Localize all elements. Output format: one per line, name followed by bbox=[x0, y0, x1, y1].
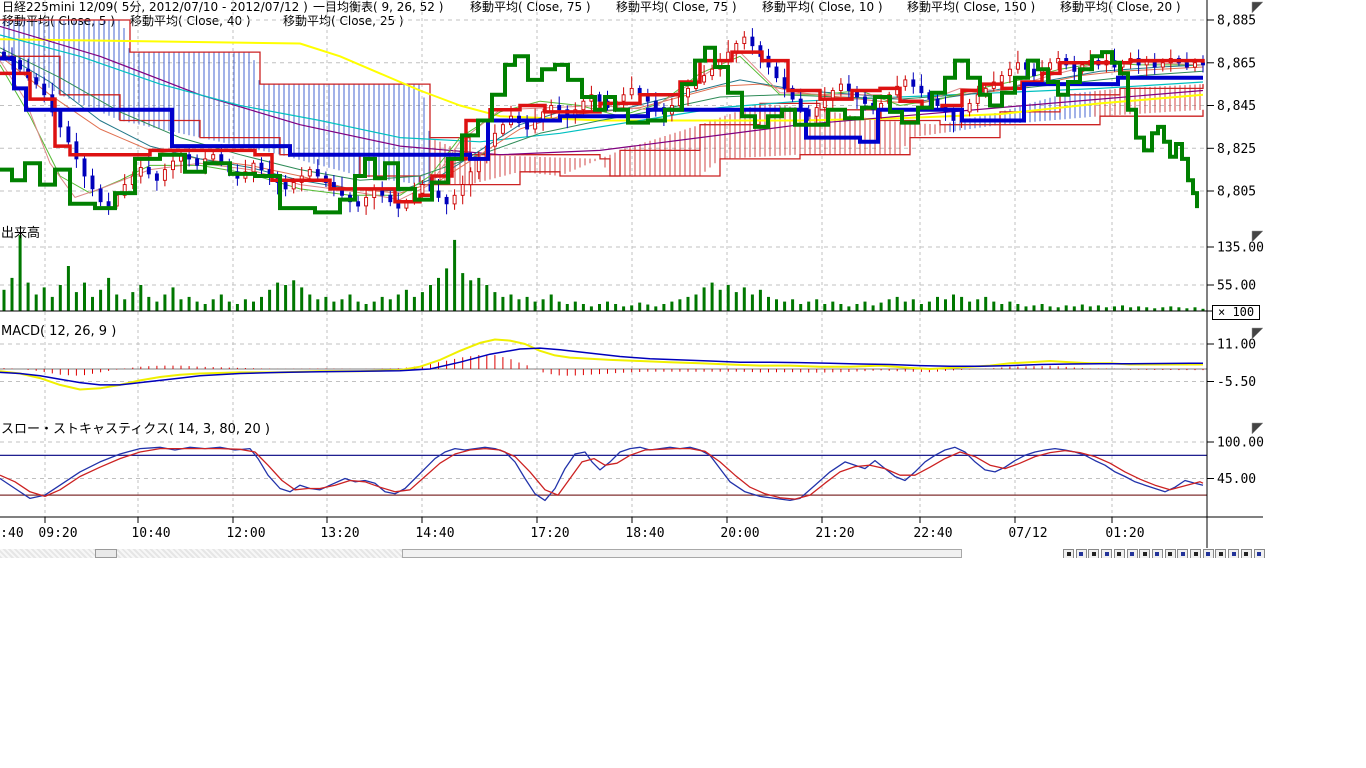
chart-plot-area[interactable]: 2:40 09:20 10:40 12:00 13:20 14:40 17:20 18:40 2… bbox=[0, 0, 1366, 560]
mini-toolbar-button[interactable] bbox=[1164, 549, 1176, 558]
mini-toolbar-button[interactable] bbox=[1228, 549, 1240, 558]
mini-toolbar-button[interactable] bbox=[1240, 549, 1252, 558]
legend-item: 一目均衡表( 9, 26, 52 ) bbox=[313, 0, 444, 14]
mini-toolbar-button[interactable] bbox=[1253, 549, 1265, 558]
mini-toolbar-button[interactable] bbox=[1075, 549, 1087, 558]
volume-bars bbox=[2, 235, 1205, 312]
value-axis-label: 100.00 bbox=[1217, 436, 1264, 451]
stochastics-panel-label: スロー・ストキャスティクス( 14, 3, 80, 20 ) bbox=[1, 422, 270, 437]
volume-multiplier-badge: × 100 bbox=[1212, 305, 1261, 320]
time-axis-label: 09:20 bbox=[38, 526, 77, 541]
value-axis-label: 8,825 bbox=[1217, 142, 1256, 157]
value-axis-label: 135.00 bbox=[1217, 241, 1264, 256]
time-axis-label: 2:40 bbox=[0, 526, 24, 541]
mini-toolbar-button[interactable] bbox=[1126, 549, 1138, 558]
scrollbar-thumb[interactable] bbox=[402, 549, 962, 558]
legend-item: 移動平均( Close, 20 ) bbox=[1060, 0, 1181, 14]
legend-item: 移動平均( Close, 75 ) bbox=[470, 0, 591, 14]
legend-item: 移動平均( Close, 40 ) bbox=[130, 14, 251, 28]
value-axis-label: 8,845 bbox=[1217, 99, 1256, 114]
time-axis-label: 17:20 bbox=[530, 526, 569, 541]
panel-corner-icon[interactable] bbox=[1251, 230, 1264, 243]
axis-labels: 2:40 09:20 10:40 12:00 13:20 14:40 17:20 18:40 2… bbox=[0, 14, 1264, 542]
panel-corner-icons[interactable] bbox=[1251, 1, 1264, 435]
time-axis-label: 21:20 bbox=[815, 526, 854, 541]
volume-panel-label: 出来高 bbox=[1, 226, 41, 241]
macd-panel-series bbox=[0, 338, 1207, 391]
time-axis-label: 22:40 bbox=[913, 526, 952, 541]
time-axis-label: 01:20 bbox=[1105, 526, 1144, 541]
legend-item: 移動平均( Close, 5 ) bbox=[2, 14, 115, 28]
value-axis-label: 8,865 bbox=[1217, 56, 1256, 71]
value-axis-label: 45.00 bbox=[1217, 472, 1256, 487]
mini-toolbar-button[interactable] bbox=[1190, 549, 1201, 558]
panel-corner-icon[interactable] bbox=[1251, 327, 1264, 340]
time-axis-label: 10:40 bbox=[131, 526, 170, 541]
stochastics-panel-series bbox=[0, 446, 1207, 502]
ichimoku-lines bbox=[0, 45, 1205, 215]
legend-item: 移動平均( Close, 25 ) bbox=[283, 14, 404, 28]
time-axis-label: 20:00 bbox=[720, 526, 759, 541]
panel-corner-icon[interactable] bbox=[1251, 422, 1264, 435]
scrollbar-left-button[interactable] bbox=[95, 549, 117, 558]
time-axis-label: 12:00 bbox=[226, 526, 265, 541]
mini-toolbar-button[interactable] bbox=[1177, 549, 1189, 558]
legend-item: 日経225mini 12/09( 5分, 2012/07/10 - 2012/0… bbox=[2, 0, 308, 14]
ichimoku-cloud bbox=[0, 19, 1204, 186]
time-axis-label: 07/12 bbox=[1008, 526, 1047, 541]
macd-panel-label: MACD( 12, 26, 9 ) bbox=[1, 324, 117, 339]
mini-toolbar-button[interactable] bbox=[1101, 549, 1113, 558]
value-axis-label: -5.50 bbox=[1217, 375, 1256, 390]
value-axis-label: 11.00 bbox=[1217, 338, 1256, 353]
mini-toolbar-button[interactable] bbox=[1151, 549, 1163, 558]
mini-toolbar-button[interactable] bbox=[1088, 549, 1100, 558]
value-axis-label: 8,805 bbox=[1217, 185, 1256, 200]
bottom-scrollbar-strip bbox=[0, 549, 1269, 558]
time-axis-label: 18:40 bbox=[625, 526, 664, 541]
time-axis-label: 14:40 bbox=[415, 526, 454, 541]
mini-toolbar-button[interactable] bbox=[1139, 549, 1151, 558]
mini-toolbar-button[interactable] bbox=[1063, 549, 1074, 558]
panel-corner-icon[interactable] bbox=[1251, 1, 1264, 14]
mini-toolbar-button[interactable] bbox=[1215, 549, 1227, 558]
mini-toolbar-button[interactable] bbox=[1113, 549, 1125, 558]
frame-lines bbox=[0, 0, 1263, 548]
axis-lines bbox=[44, 19, 1214, 523]
value-axis-label: 55.00 bbox=[1217, 279, 1256, 294]
legend-item: 移動平均( Close, 10 ) bbox=[762, 0, 883, 14]
value-axis-label: 8,885 bbox=[1217, 14, 1256, 29]
mini-toolbar-button[interactable] bbox=[1202, 549, 1214, 558]
candlesticks bbox=[2, 28, 1205, 218]
legend-item: 移動平均( Close, 75 ) bbox=[616, 0, 737, 14]
time-axis-label: 13:20 bbox=[320, 526, 359, 541]
